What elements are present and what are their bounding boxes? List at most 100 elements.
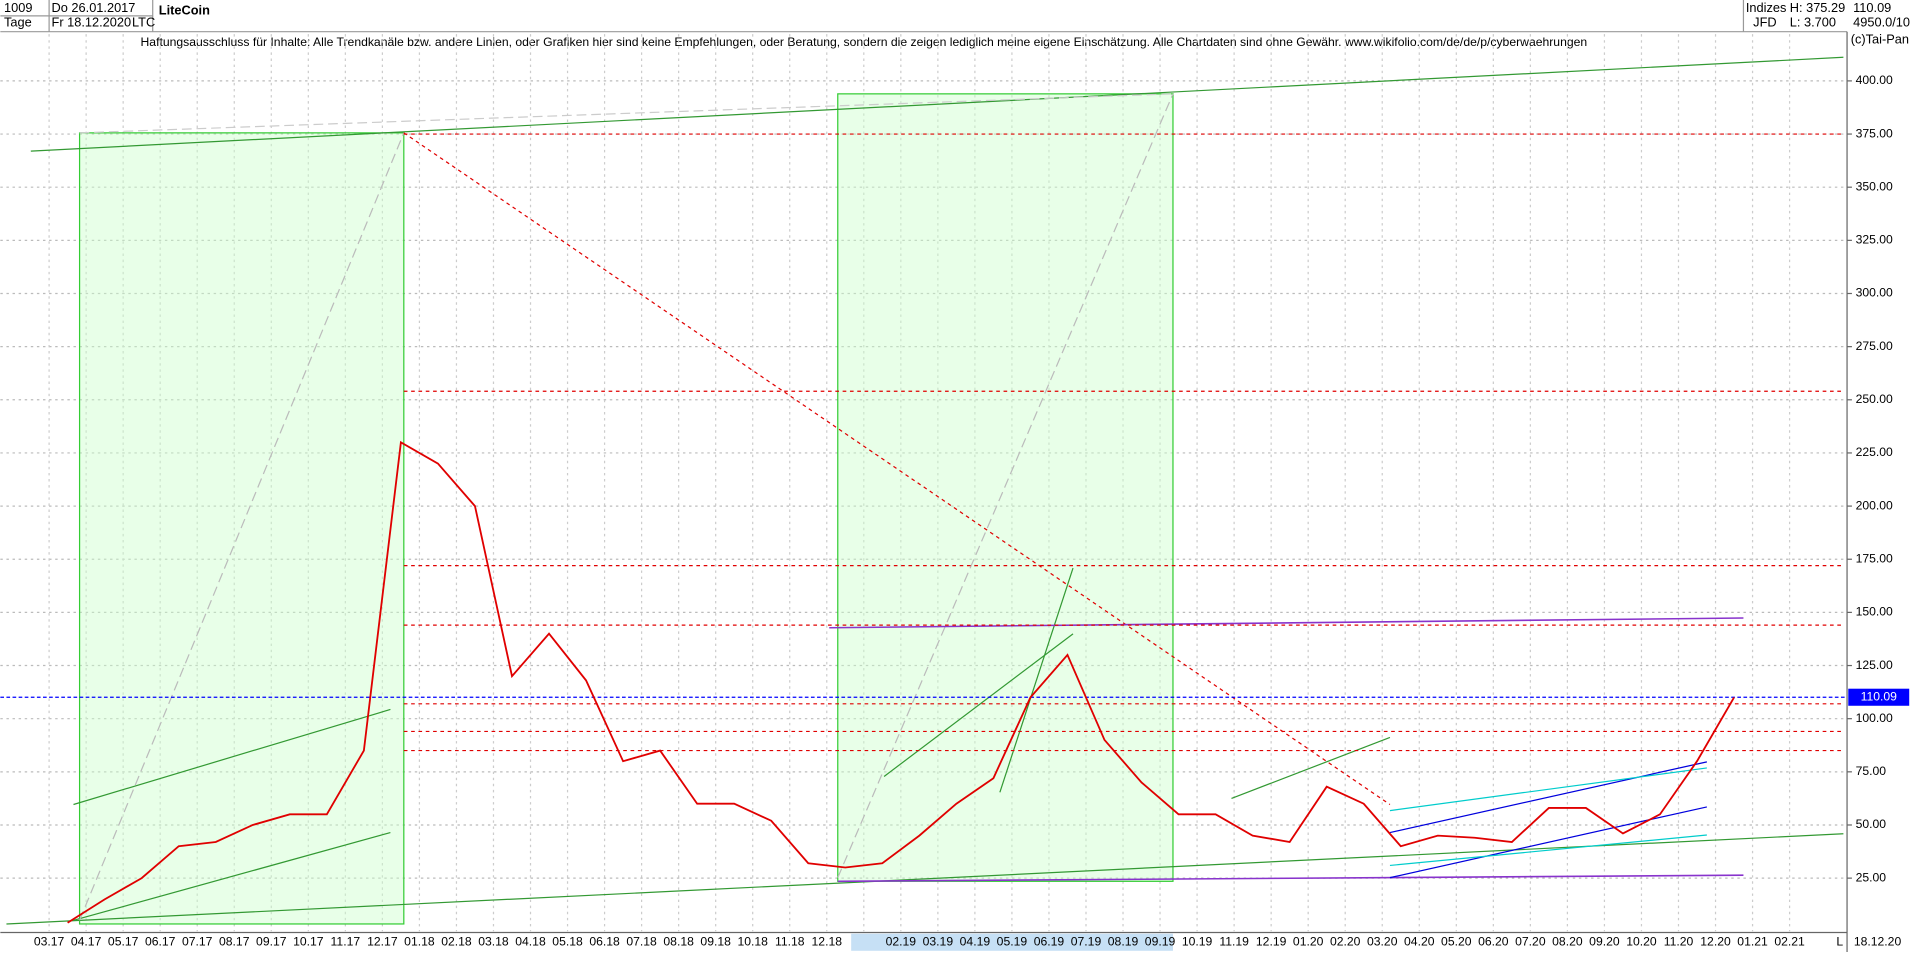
y-tick-label: 125.00 — [1856, 658, 1893, 672]
x-tick-label: 06.18 — [589, 934, 620, 948]
trend-line — [837, 874, 1744, 883]
x-tick-label: 08.19 — [1108, 934, 1139, 948]
y-tick-label: 75.00 — [1856, 764, 1887, 778]
last-date: 18.12.20 — [1854, 934, 1902, 948]
trend-line — [1389, 834, 1707, 867]
x-tick-label: 07.20 — [1515, 934, 1546, 948]
y-tick-label: 375.00 — [1856, 126, 1893, 140]
trend-line — [403, 132, 1391, 806]
y-tick-label: 175.00 — [1856, 551, 1893, 565]
last-price-label: 110.09 — [1861, 689, 1898, 703]
x-tick-label: 02.19 — [886, 934, 917, 948]
y-tick-label: 250.00 — [1856, 392, 1893, 406]
x-tick-label: 05.20 — [1441, 934, 1472, 948]
x-tick-label: 04.17 — [71, 934, 102, 948]
x-tick-label: 01.20 — [1293, 934, 1324, 948]
x-tick-label: 09.18 — [700, 934, 731, 948]
y-tick-label: 225.00 — [1856, 445, 1893, 459]
x-tick-label: 12.18 — [812, 934, 843, 948]
trend-line — [30, 56, 1844, 152]
x-tick-label: 11.17 — [331, 934, 361, 948]
trend-line — [1389, 806, 1708, 879]
copyright: (c)Tai-Pan — [1851, 32, 1909, 47]
price-line — [67, 440, 1735, 924]
x-tick-label: 10.17 — [293, 934, 324, 948]
x-tick-label: 02.18 — [441, 934, 472, 948]
x-tick-label: 01.18 — [404, 934, 435, 948]
trend-line — [79, 132, 405, 921]
y-tick-label: 200.00 — [1856, 498, 1893, 512]
instrument-name: LiteCoin — [159, 2, 210, 17]
x-highlight — [851, 933, 1173, 951]
last-price-box — [1848, 688, 1910, 706]
x-tick-label: 03.18 — [478, 934, 509, 948]
x-tick-label: 06.20 — [1478, 934, 1509, 948]
x-tick-label: 11.20 — [1664, 934, 1694, 948]
y-tick-label: 50.00 — [1856, 817, 1887, 831]
last-price: 110.09 — [1853, 0, 1891, 15]
grid: 25.00 50.00 75.00 100.00 125.00 150.00 175.00 2… — [0, 34, 1893, 948]
x-tick-label: 04.19 — [960, 934, 991, 948]
x-tick-label: 02.21 — [1774, 934, 1805, 948]
x-tick-label: 08.17 — [219, 934, 250, 948]
x-tick-label: 09.17 — [256, 934, 287, 948]
symbol: LTC — [132, 15, 155, 30]
x-tick-label: 09.20 — [1589, 934, 1620, 948]
trend-line — [829, 617, 1744, 629]
broker: JFD — [1753, 15, 1776, 30]
scale: 4950.0/10 — [1853, 15, 1910, 30]
header: 1009 Tage Do 26.01.2017 Fr 18.12.2020 LT… — [0, 0, 1910, 47]
x-tick-label: 09.19 — [1145, 934, 1176, 948]
x-tick-label: 03.20 — [1367, 934, 1398, 948]
trend-line — [1231, 736, 1391, 799]
x-tick-label: 08.18 — [663, 934, 694, 948]
trend-line — [73, 831, 391, 921]
x-tick-label: 04.20 — [1404, 934, 1435, 948]
high: H: 375.29 — [1790, 0, 1845, 15]
x-tick-label: 06.19 — [1034, 934, 1065, 948]
low: L: 3.700 — [1790, 15, 1836, 30]
x-tick-label: 12.17 — [367, 934, 398, 948]
x-tick-label: 10.19 — [1182, 934, 1213, 948]
trend-line — [79, 93, 1173, 134]
trend-line — [6, 833, 1844, 925]
x-tick-label: 12.19 — [1256, 934, 1287, 948]
x-tick-label: 11.18 — [775, 934, 805, 948]
chart-id[interactable]: 1009 — [4, 0, 32, 15]
trend-line — [883, 633, 1074, 777]
x-tick-label: 06.17 — [145, 934, 176, 948]
x-tick-label: 03.17 — [34, 934, 65, 948]
y-tick-label: 350.00 — [1856, 179, 1893, 193]
x-tick-label: 12.20 — [1700, 934, 1731, 948]
x-tick-label: 04.18 — [515, 934, 546, 948]
date-to: Fr 18.12.2020 — [52, 15, 132, 30]
group: Indizes — [1746, 0, 1787, 15]
trend-line — [1389, 767, 1707, 812]
x-tick-label: 07.19 — [1071, 934, 1102, 948]
x-tick-label: 10.18 — [737, 934, 768, 948]
x-tick-label: 10.20 — [1626, 934, 1657, 948]
x-tick-label: 01.21 — [1737, 934, 1768, 948]
x-tick-label: 07.18 — [626, 934, 657, 948]
y-tick-label: 275.00 — [1856, 339, 1893, 353]
y-tick-label: 150.00 — [1856, 605, 1893, 619]
x-tick-label: 02.20 — [1330, 934, 1361, 948]
x-tick-label: 03.19 — [923, 934, 954, 948]
x-tick-label: 05.18 — [552, 934, 583, 948]
trend-line — [837, 93, 1174, 878]
x-tick-label: 05.19 — [997, 934, 1028, 948]
x-tick-label: 05.17 — [108, 934, 139, 948]
period[interactable]: Tage — [4, 15, 32, 30]
trend-line — [1389, 761, 1708, 834]
x-tick-label: 11.19 — [1219, 934, 1249, 948]
trend-line — [73, 708, 391, 806]
date-from: Do 26.01.2017 — [52, 0, 136, 15]
axis-mode[interactable]: L — [1836, 934, 1843, 948]
marks — [0, 133, 1910, 924]
y-tick-label: 300.00 — [1856, 286, 1893, 300]
y-tick-label: 325.00 — [1856, 233, 1893, 247]
x-tick-label: 08.20 — [1552, 934, 1583, 948]
y-tick-label: 100.00 — [1856, 711, 1893, 725]
